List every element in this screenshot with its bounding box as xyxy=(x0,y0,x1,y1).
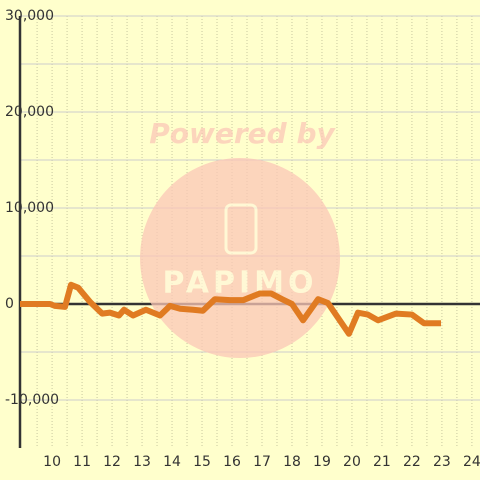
x-tick-label: 11 xyxy=(73,454,91,470)
x-tick-label: 14 xyxy=(163,454,181,470)
x-tick-label: 23 xyxy=(433,454,451,470)
watermark-icon xyxy=(224,203,258,255)
y-tick-label: 10,000 xyxy=(5,200,54,216)
y-tick-label: 20,000 xyxy=(5,104,54,120)
data-line xyxy=(20,281,442,337)
y-tick-label: -10,000 xyxy=(5,392,59,408)
x-tick-label: 22 xyxy=(403,454,421,470)
x-tick-label: 21 xyxy=(373,454,391,470)
x-tick-label: 17 xyxy=(253,454,271,470)
watermark-circle xyxy=(140,158,340,358)
x-tick-label: 18 xyxy=(283,454,301,470)
y-tick-label: 30,000 xyxy=(5,8,54,24)
x-tick-label: 10 xyxy=(43,454,61,470)
x-tick-label: 15 xyxy=(193,454,211,470)
x-tick-label: 12 xyxy=(103,454,121,470)
x-tick-label: 19 xyxy=(313,454,331,470)
x-tick-label: 13 xyxy=(133,454,151,470)
x-tick-label: 20 xyxy=(343,454,361,470)
y-tick-label: 0 xyxy=(5,296,14,312)
x-tick-label: 24 xyxy=(463,454,480,470)
watermark-text: Powered by xyxy=(149,117,336,150)
x-tick-label: 16 xyxy=(223,454,241,470)
watermark-logo: PAPIMO xyxy=(163,266,318,301)
